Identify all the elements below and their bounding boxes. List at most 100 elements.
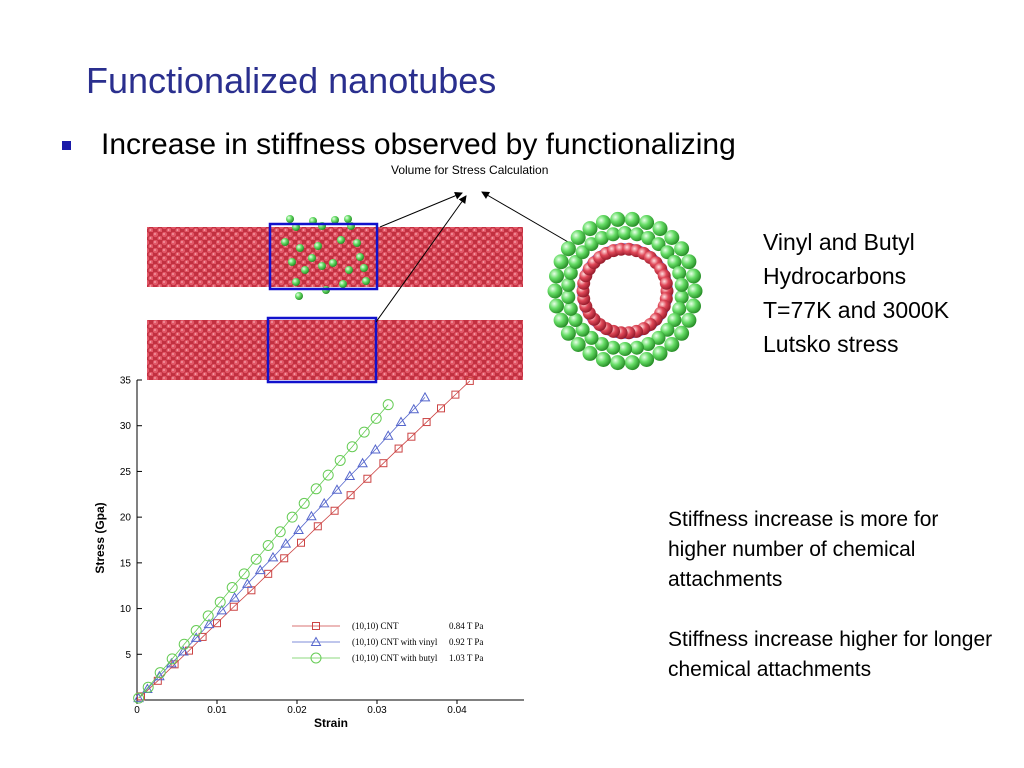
attachment-atom <box>667 255 682 269</box>
attachment-atom <box>660 322 675 337</box>
attachment-atom <box>610 355 626 371</box>
attachment-atom <box>674 325 690 341</box>
attachment-atom <box>570 230 586 245</box>
attachment-atom <box>560 325 576 341</box>
attachment-atom <box>672 266 687 281</box>
attachment-atom <box>651 237 666 252</box>
legend-label: (10,10) CNT <box>352 621 399 631</box>
tube-hollow <box>591 257 659 325</box>
attachment-atom <box>674 290 689 305</box>
chart-legend: (10,10) CNT 0.84 T Pa (10,10) CNT with vin… <box>292 621 483 664</box>
attachment-atom <box>606 340 621 355</box>
attachment-atom <box>308 254 316 262</box>
data-point <box>286 511 298 523</box>
attachment-atom <box>667 313 682 327</box>
attachment-atom <box>301 266 309 274</box>
data-point <box>465 376 474 385</box>
data-point <box>382 399 394 411</box>
data-point <box>310 483 322 495</box>
attachment-atom <box>281 238 289 246</box>
simulation-info: Vinyl and Butyl Hydrocarbons T=77K and 3… <box>763 225 949 361</box>
attachment-atom <box>595 352 611 367</box>
attachment-atom <box>674 241 690 257</box>
attachment-atom <box>582 345 598 361</box>
attachment-atom <box>629 340 644 355</box>
attachment-atom <box>664 337 680 352</box>
series-circle <box>133 399 394 704</box>
attachment-atom <box>356 253 364 261</box>
bullet-square-icon <box>62 140 71 150</box>
info-line: Hydrocarbons <box>763 263 907 289</box>
data-point <box>346 441 358 453</box>
nanotube-cross-section <box>547 211 703 371</box>
data-point <box>133 692 144 703</box>
data-point <box>293 524 304 534</box>
attachment-atom <box>584 237 599 252</box>
data-point <box>334 454 346 466</box>
pristine-nanotube <box>147 320 523 380</box>
data-point <box>198 632 207 641</box>
data-point <box>274 526 286 538</box>
stiffness-note-length: Stiffness increase higher for longer che… <box>668 628 993 681</box>
data-point <box>357 457 368 468</box>
data-point <box>358 426 370 438</box>
attachment-atom <box>337 236 345 244</box>
data-point <box>154 667 166 679</box>
y-axis-label: Stress (Gpa) <box>93 502 107 573</box>
attachment-atom <box>674 277 689 292</box>
legend-modulus: 1.03 T Pa <box>449 653 483 663</box>
attachment-atom <box>618 342 632 356</box>
y-tick-label: 30 <box>120 421 132 432</box>
attachment-atom <box>606 227 621 242</box>
attachment-atom <box>681 254 697 270</box>
attachment-atom <box>575 322 590 337</box>
attachment-atom <box>345 266 353 274</box>
data-point <box>216 604 228 615</box>
attachment-atom <box>639 215 655 230</box>
attachment-atom <box>641 231 656 245</box>
attachment-atom <box>672 301 687 316</box>
data-point <box>310 652 322 664</box>
arrow-to-caption-ring <box>481 191 576 247</box>
attachment-atom <box>570 337 586 352</box>
attachment-atom <box>629 227 644 242</box>
attachment-atom <box>568 255 583 269</box>
data-point <box>346 491 355 500</box>
slide-title: Functionalized nanotubes <box>86 60 497 101</box>
data-point <box>190 632 202 642</box>
attachment-atom <box>314 242 322 250</box>
bullet-text: Increase in stiffness observed by functi… <box>101 128 736 161</box>
data-point <box>202 610 214 622</box>
attachment-atom <box>353 239 361 247</box>
axis-ticks: 0 0.01 0.02 0.03 0.04 5 10 15 20 25 30 35 <box>120 376 467 717</box>
data-point <box>203 618 215 629</box>
data-point <box>331 484 343 494</box>
x-tick-label: 0.04 <box>447 705 467 716</box>
attachment-atom <box>582 221 598 237</box>
attachment-atom <box>362 277 370 285</box>
data-point <box>382 430 394 440</box>
arrow-to-caption-bottom <box>375 195 467 323</box>
data-point <box>229 602 238 611</box>
data-point <box>254 564 266 575</box>
attachment-atom <box>664 230 680 245</box>
data-point <box>142 681 154 693</box>
x-tick-label: 0.03 <box>367 705 387 716</box>
data-point <box>170 660 179 669</box>
data-point <box>298 497 310 509</box>
attachment-atom <box>286 215 294 223</box>
data-point <box>213 619 221 628</box>
info-line: Lutsko stress <box>763 331 899 357</box>
data-point <box>178 638 190 650</box>
attachment-atom <box>561 290 576 305</box>
data-point <box>394 444 403 453</box>
attachment-atom <box>624 355 640 371</box>
bullet-point: Increase in stiffness observed by functi… <box>62 128 736 162</box>
y-tick-label: 25 <box>120 467 132 478</box>
attachment-atom <box>575 245 590 260</box>
attachment-atom <box>331 216 339 224</box>
attachment-atom <box>360 264 368 272</box>
attachment-atom <box>639 352 655 367</box>
data-point <box>322 469 334 481</box>
